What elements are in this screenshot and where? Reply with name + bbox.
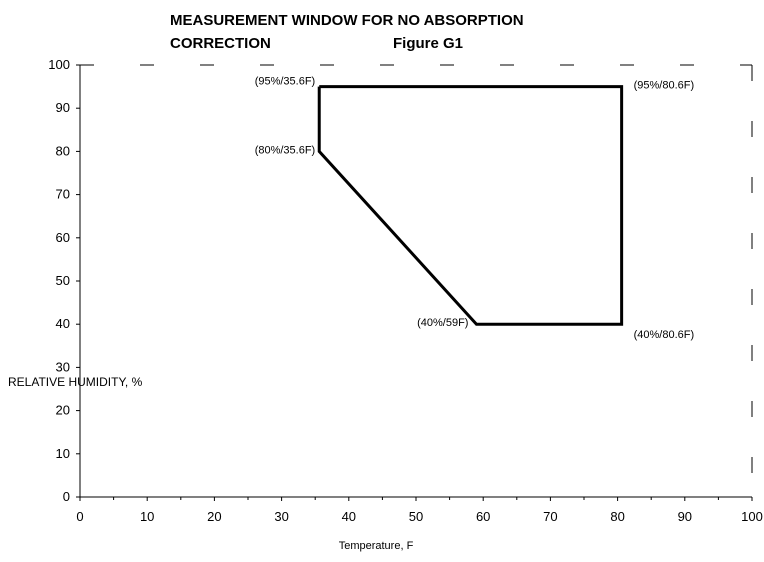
y-tick-label: 30 — [56, 359, 70, 374]
x-tick-label: 40 — [342, 509, 356, 524]
y-tick-label: 60 — [56, 230, 70, 245]
y-tick-label: 100 — [48, 57, 70, 72]
point-annotation: (40%/59F) — [417, 317, 468, 329]
plot-area — [317, 85, 624, 326]
y-tick-label: 90 — [56, 100, 70, 115]
tick-labels: 0 10 20 30 40 50 60 70 80 90 100 0 10 20 30 40 50 60 70 80 9… — [48, 57, 763, 524]
y-tick-label: 80 — [56, 143, 70, 158]
y-tick-label: 20 — [56, 403, 70, 418]
x-tick-label: 0 — [76, 509, 83, 524]
measurement-window-line — [317, 85, 624, 326]
y-tick-label: 10 — [56, 446, 70, 461]
x-tick-label: 30 — [274, 509, 288, 524]
y-axis-label: RELATIVE HUMIDITY, % — [8, 375, 143, 389]
figure-label: Figure G1 — [393, 35, 463, 52]
chart-title-line1: MEASUREMENT WINDOW FOR NO ABSORPTION — [170, 12, 524, 29]
x-tick-label: 50 — [409, 509, 423, 524]
y-tick-label: 70 — [56, 187, 70, 202]
point-annotation: (95%/35.6F) — [255, 76, 316, 88]
x-tick-label: 100 — [741, 509, 763, 524]
chart-title-line2: CORRECTION — [170, 35, 271, 52]
point-annotation: (80%/35.6F) — [255, 144, 316, 156]
x-tick-label: 90 — [678, 509, 692, 524]
x-tick-label: 70 — [543, 509, 557, 524]
axes — [76, 64, 753, 501]
x-tick-label: 80 — [610, 509, 624, 524]
y-tick-label: 50 — [56, 273, 70, 288]
point-annotation: (95%/80.6F) — [634, 80, 695, 92]
y-tick-label: 0 — [63, 489, 70, 504]
point-annotation: (40%/80.6F) — [634, 329, 695, 341]
x-tick-label: 10 — [140, 509, 154, 524]
x-tick-label: 60 — [476, 509, 490, 524]
annotations: (95%/35.6F) (95%/80.6F) (80%/35.6F) (40%/59… — [255, 76, 694, 342]
x-axis-label: Temperature, F — [339, 540, 414, 552]
x-tick-label: 20 — [207, 509, 221, 524]
y-tick-label: 40 — [56, 316, 70, 331]
